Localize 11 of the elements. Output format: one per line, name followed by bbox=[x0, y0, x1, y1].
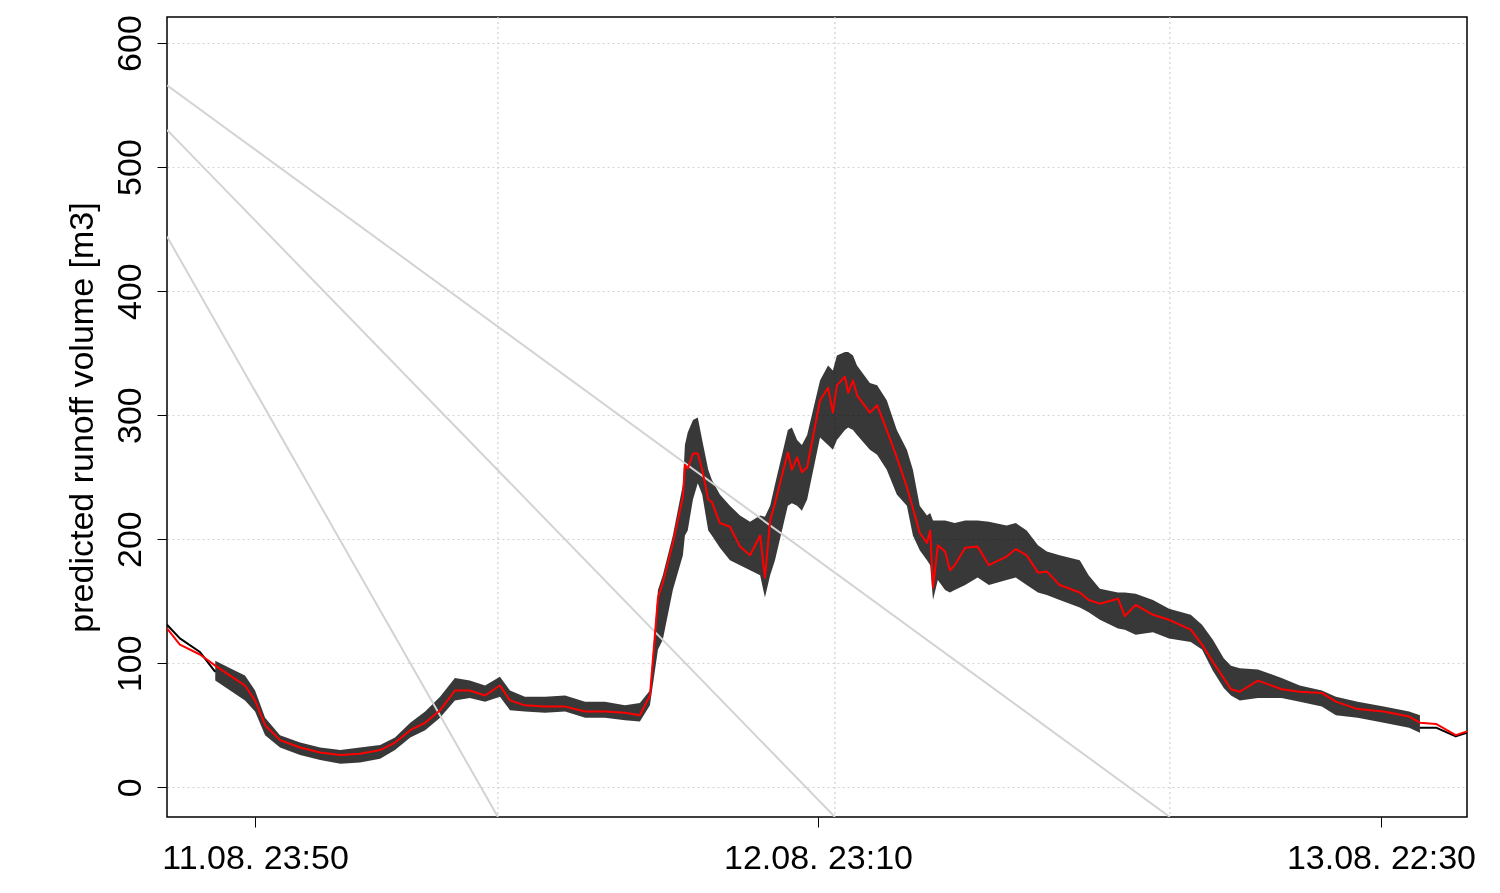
x-tick-label: 13.08. 22:30 bbox=[1286, 837, 1476, 876]
y-tick-label: 200 bbox=[109, 511, 148, 569]
x-tick-label: 11.08. 23:50 bbox=[162, 837, 349, 876]
y-tick-label: 600 bbox=[109, 15, 148, 72]
y-axis-title: predicted runoff volume [m3] bbox=[61, 202, 100, 633]
y-tick-label: 300 bbox=[109, 387, 148, 445]
y-tick-label: 500 bbox=[109, 139, 148, 196]
y-tick-label: 0 bbox=[109, 778, 148, 798]
y-tick-label: 400 bbox=[109, 263, 148, 320]
x-tick-label: 12.08. 23:10 bbox=[723, 837, 914, 876]
y-tick-label: 100 bbox=[109, 635, 148, 693]
